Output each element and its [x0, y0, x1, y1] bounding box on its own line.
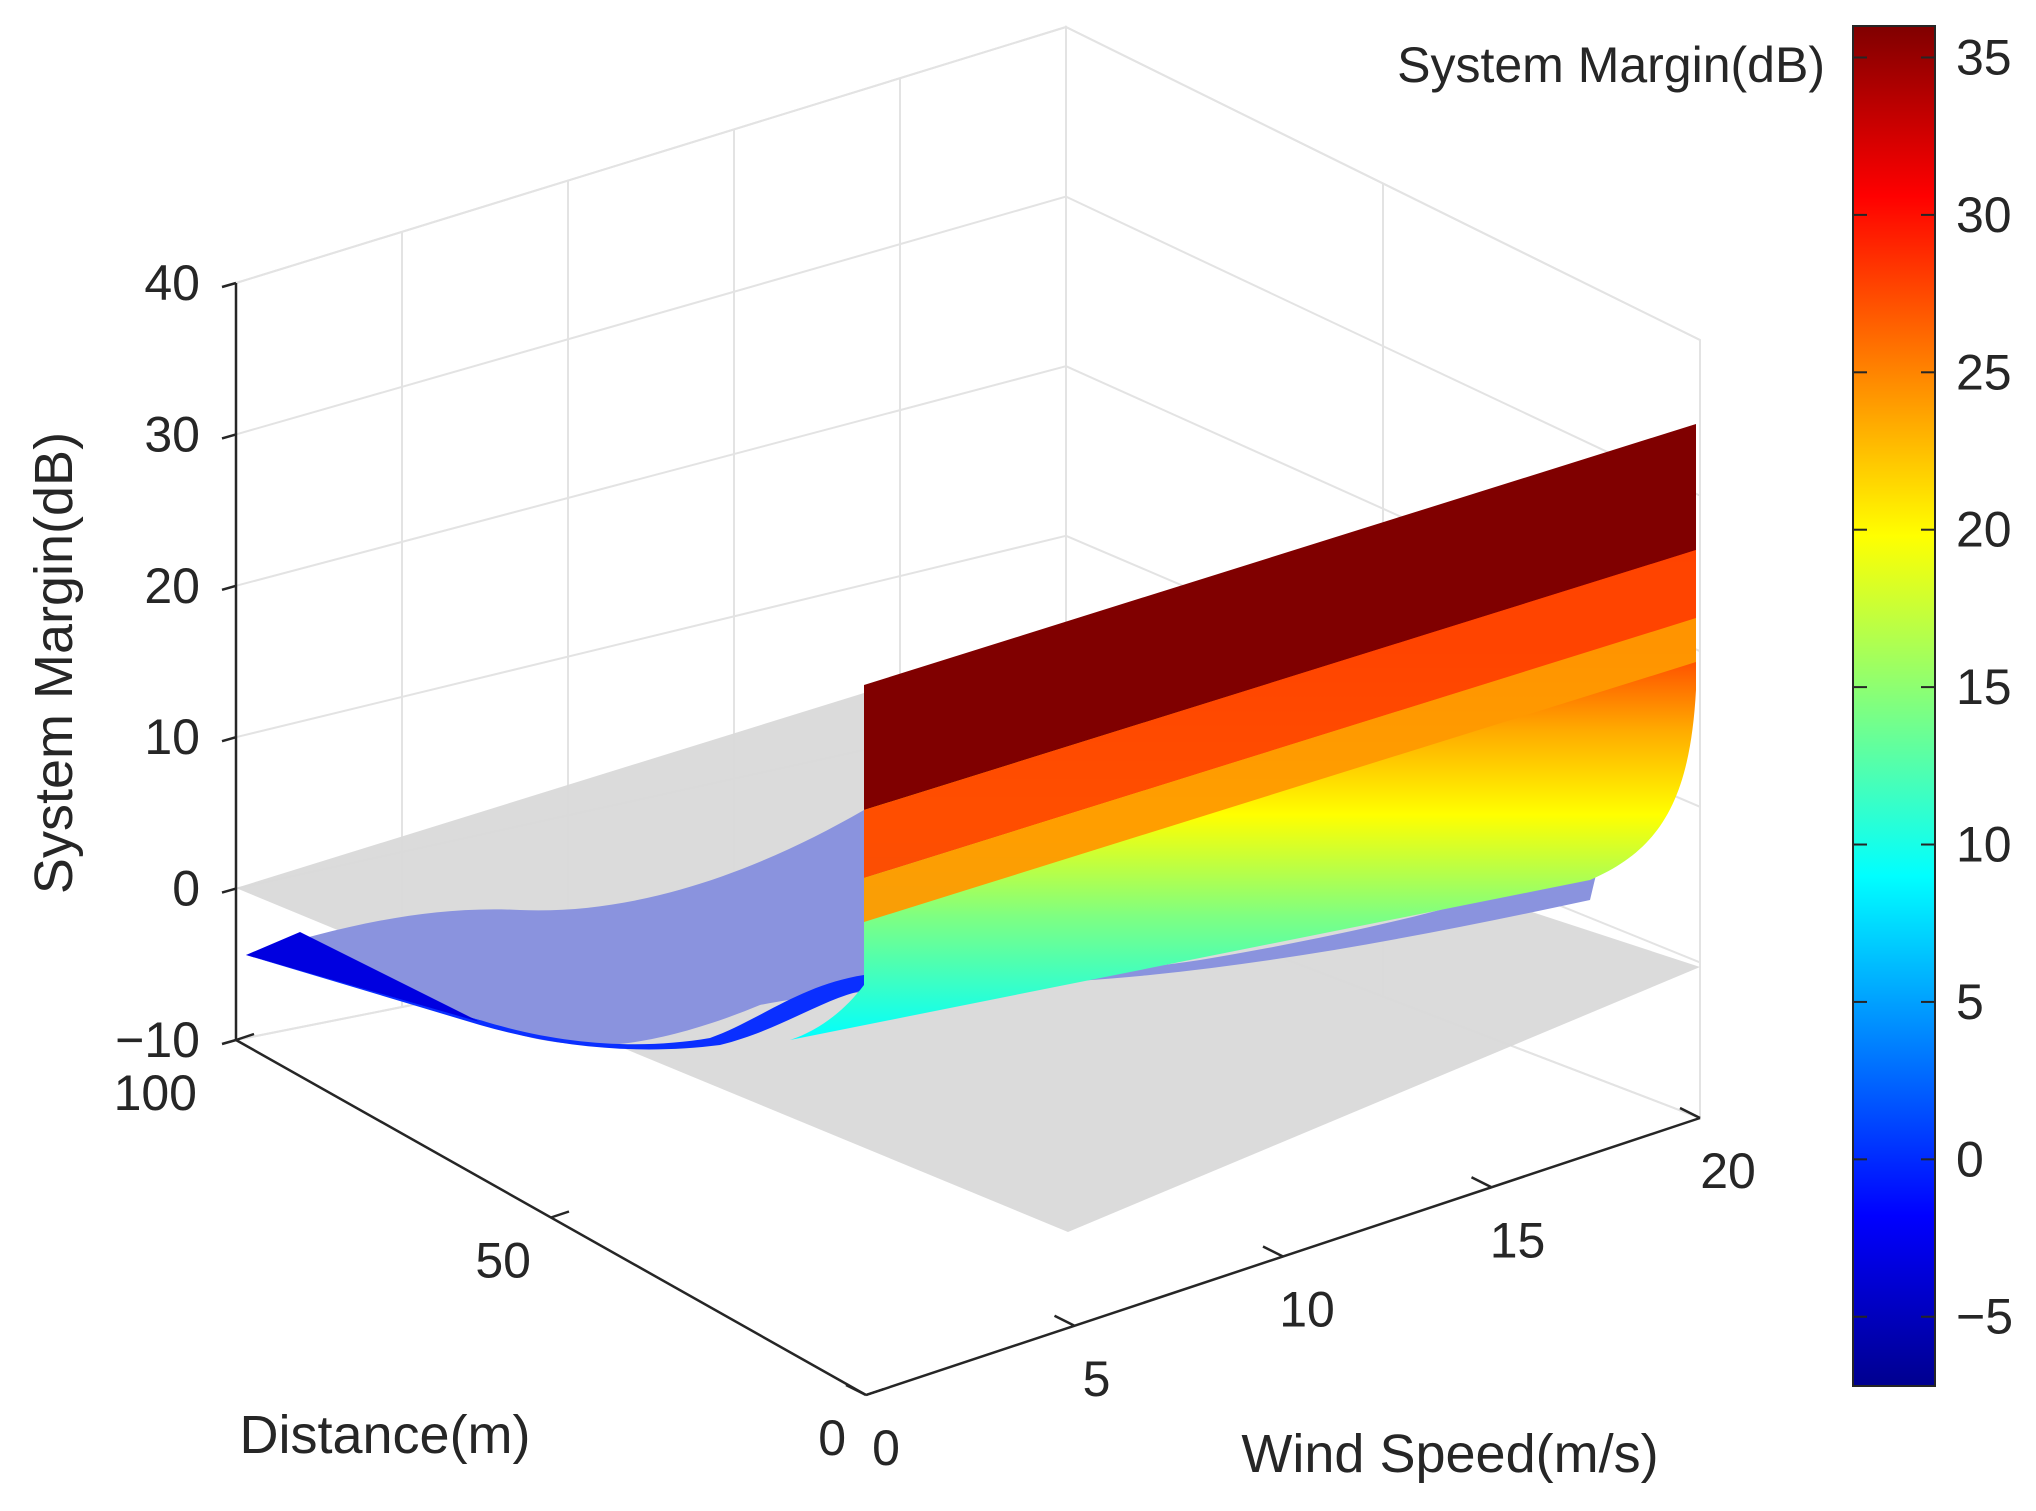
z-tick [221, 584, 237, 592]
z-tick [221, 281, 237, 289]
z-tick-label: 20 [144, 558, 200, 614]
wind-tick-label: 10 [1279, 1282, 1335, 1338]
colorbar-tick-label: 30 [1956, 187, 2012, 243]
tick-marks [221, 281, 1701, 1397]
distance-tick [865, 1387, 885, 1397]
z-grid-left [235, 534, 1067, 739]
x-axis-label: Wind Speed(m/s) [1241, 1424, 1658, 1484]
colorbar-tick-label: 25 [1956, 344, 2012, 400]
z-grid-left [235, 26, 1067, 284]
wind-tick-label: 5 [1083, 1351, 1111, 1407]
colorbar-tick-label: 5 [1956, 974, 1984, 1030]
z-grid-left [235, 365, 1067, 587]
z-tick-label: 0 [172, 861, 200, 917]
surface-plot [246, 424, 1696, 1050]
colorbar-tick-label: 10 [1956, 817, 2012, 873]
surface-blue-left [246, 932, 480, 1022]
colorbar-tick-label: 20 [1956, 502, 2012, 558]
z-grid-left [235, 195, 1067, 436]
z-tick [221, 735, 237, 743]
surface-red-band [864, 550, 1696, 878]
colorbar-ticks: −5 0 5 10 15 20 25 30 35 [1853, 29, 2013, 1345]
wind-tick [1679, 1106, 1701, 1120]
surface-low-region [246, 810, 1600, 1045]
z-tick-label: 10 [144, 709, 200, 765]
z-axis-label: System Margin(dB) [24, 432, 84, 894]
surface-orange-band [864, 618, 1696, 922]
distance-tick [235, 1032, 255, 1042]
wind-tick-label: 15 [1490, 1212, 1546, 1268]
y-axis-label: Distance(m) [239, 1405, 530, 1465]
colorbar-tick-label: −5 [1956, 1289, 2013, 1345]
distance-tick-label: 100 [114, 1065, 197, 1121]
distance-tick [550, 1210, 570, 1219]
wind-tick [1262, 1245, 1284, 1258]
z-tick [221, 433, 237, 440]
wind-tick [845, 1383, 867, 1397]
colorbar: System Margin(dB) −5 0 5 10 15 20 25 30 35 [1397, 25, 2013, 1387]
wind-tick [1470, 1176, 1493, 1189]
colorbar-gradient [1852, 25, 1936, 1387]
tick-labels: −10 0 10 20 30 40 0 50 100 0 5 10 15 20 [114, 255, 1756, 1476]
distance-tick-label: 0 [818, 1410, 846, 1466]
surface-top-band [864, 424, 1696, 810]
wind-tick-label: 20 [1700, 1143, 1756, 1199]
colorbar-tick-label: 35 [1956, 29, 2012, 85]
colorbar-label: System Margin(dB) [1397, 37, 1825, 93]
z-tick [221, 887, 237, 894]
distance-tick-label: 50 [475, 1233, 531, 1289]
wind-tick-label: 0 [872, 1420, 900, 1476]
colorbar-tick-label: 15 [1956, 659, 2012, 715]
wind-tick [1053, 1314, 1076, 1327]
z-tick-label: −10 [115, 1012, 200, 1068]
z-tick-label: 40 [144, 255, 200, 311]
z-tick-label: 30 [144, 406, 200, 462]
colorbar-tick-label: 0 [1956, 1131, 1984, 1187]
z-tick [221, 1038, 237, 1046]
